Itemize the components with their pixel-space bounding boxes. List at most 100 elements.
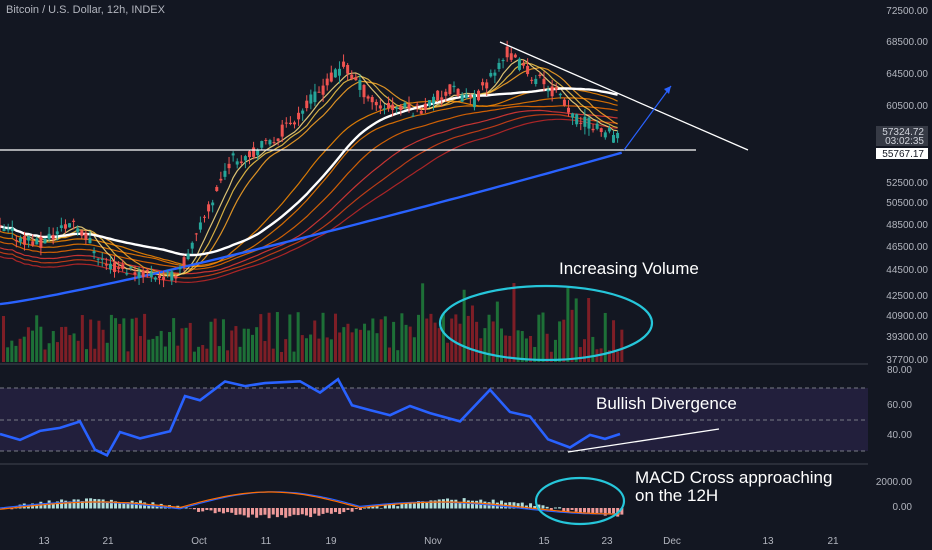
volume-bar [238,346,242,362]
volume-bar [429,313,433,362]
macd-histogram-bar [180,506,184,509]
candle-body [583,116,587,127]
candle-body [125,273,129,275]
candle-body [256,150,260,156]
macd-histogram-bar [396,506,400,509]
candle-body [612,135,615,143]
candle-body [477,90,481,101]
y-axis-tick-label: 44500.00 [886,265,928,276]
volume-bar [163,346,167,362]
macd-histogram-bar [541,505,545,509]
price-candles [0,40,620,288]
moving-averages [0,58,623,306]
macd-histogram-bar [595,508,599,513]
volume-bar [60,327,64,362]
volume-bar [134,317,138,362]
candle-body [387,103,391,109]
candle-body [558,93,562,96]
candle-body [550,86,554,97]
candle-body [342,61,346,67]
volume-bar [35,315,39,362]
volume-bar [10,340,14,362]
x-axis-tick-label: Oct [191,536,207,547]
candle-body [485,82,489,89]
candle-body [456,88,460,96]
candle-body [468,95,472,98]
volume-bar [31,330,35,362]
macd-histogram-bar [425,502,429,509]
candle-body [497,62,501,69]
macd-histogram-bar [383,505,387,509]
macd-tick-label: 2000.00 [876,477,913,488]
macd-histogram-bar [400,503,404,509]
volume-bar [93,348,97,362]
trendline-drawings [0,41,749,151]
candle-body [141,270,145,278]
candle-body [329,72,333,82]
macd-histogram-bar [545,506,549,509]
candle-body [170,271,174,281]
candle-body [313,91,317,103]
macd-histogram-bar [404,502,408,509]
volume-bar [475,321,479,362]
volume-bar [205,348,209,362]
volume-bar [603,312,607,362]
volume-bar [217,346,221,362]
macd-histogram-bar [242,508,246,516]
macd-histogram-bar [421,501,425,509]
rsi-line [0,377,621,457]
y-axis-tick-label: 39300.00 [886,332,928,343]
macd-histogram-bar [89,498,93,509]
volume-bar [325,337,329,362]
candle-body [370,96,374,103]
candle-body [272,142,276,144]
volume-bar [168,332,171,362]
volume-bar [558,321,562,362]
macd-histogram-bar [549,508,553,511]
candle-body [260,141,264,148]
macd-histogram-bar [35,503,39,509]
volume-bar [508,335,512,362]
macd-signal-line [0,491,620,515]
volume-bar [230,330,234,362]
candle-body [51,234,55,240]
candle-body [460,94,464,102]
macd-histogram-bar [379,507,383,509]
volume-bar [570,309,574,362]
price-tag-label: 57324.72 [882,127,924,138]
candle-body [153,277,157,280]
volume-bar [188,322,192,362]
candle-body [227,163,231,169]
volume-bar [64,326,68,362]
candle-body [522,63,526,66]
macd-histogram-bar [43,502,47,509]
x-axis-tick-label: 11 [261,536,272,547]
volume-bar [271,348,275,362]
volume-bar [371,318,375,362]
candle-body [72,220,76,222]
volume-bar [387,347,391,362]
volume-bar [504,335,508,362]
volume-bar [14,345,18,362]
candle-body [575,114,579,125]
macd-histogram-bar [562,508,566,512]
volume-bar [221,319,225,362]
macd-histogram-bar [429,500,433,509]
candle-body [223,170,227,177]
candle-body [407,104,411,109]
volume-bar [358,329,362,362]
candle-body [55,231,59,235]
macd-histogram-bar [51,503,55,509]
volume-bar [334,313,337,362]
volume-bar [417,314,420,362]
volume-bar [363,323,367,362]
volume-bar [242,328,246,362]
macd-histogram-bar [118,502,122,509]
candle-body [415,104,419,106]
volume-bar [105,342,109,362]
candle-body [395,107,399,109]
macd-histogram-bar [284,508,288,518]
candle-body [591,128,595,131]
candle-body [501,59,505,62]
